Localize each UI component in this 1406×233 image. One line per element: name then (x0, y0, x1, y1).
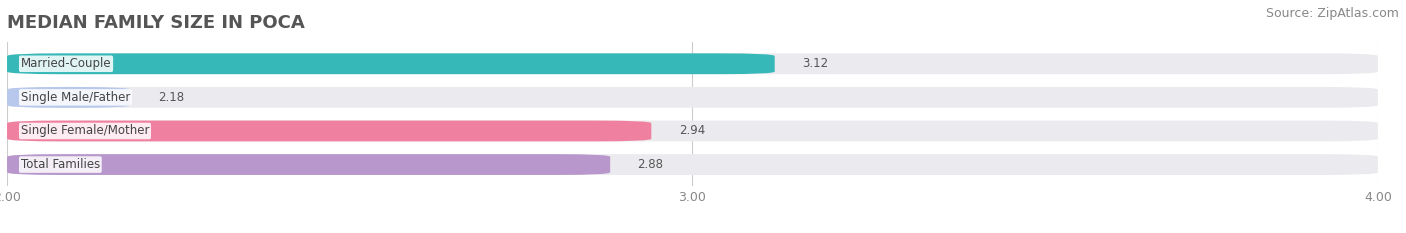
Text: 2.88: 2.88 (637, 158, 664, 171)
Text: Married-Couple: Married-Couple (21, 57, 111, 70)
FancyBboxPatch shape (7, 87, 131, 108)
Text: Source: ZipAtlas.com: Source: ZipAtlas.com (1265, 7, 1399, 20)
FancyBboxPatch shape (7, 154, 610, 175)
Text: Single Male/Father: Single Male/Father (21, 91, 131, 104)
Text: 2.94: 2.94 (679, 124, 704, 137)
Text: Total Families: Total Families (21, 158, 100, 171)
FancyBboxPatch shape (7, 154, 1378, 175)
Text: MEDIAN FAMILY SIZE IN POCA: MEDIAN FAMILY SIZE IN POCA (7, 14, 305, 32)
FancyBboxPatch shape (7, 53, 1378, 74)
Text: Single Female/Mother: Single Female/Mother (21, 124, 149, 137)
FancyBboxPatch shape (7, 120, 1378, 141)
FancyBboxPatch shape (7, 120, 651, 141)
Text: 2.18: 2.18 (157, 91, 184, 104)
Text: 3.12: 3.12 (801, 57, 828, 70)
FancyBboxPatch shape (7, 87, 1378, 108)
FancyBboxPatch shape (7, 53, 775, 74)
